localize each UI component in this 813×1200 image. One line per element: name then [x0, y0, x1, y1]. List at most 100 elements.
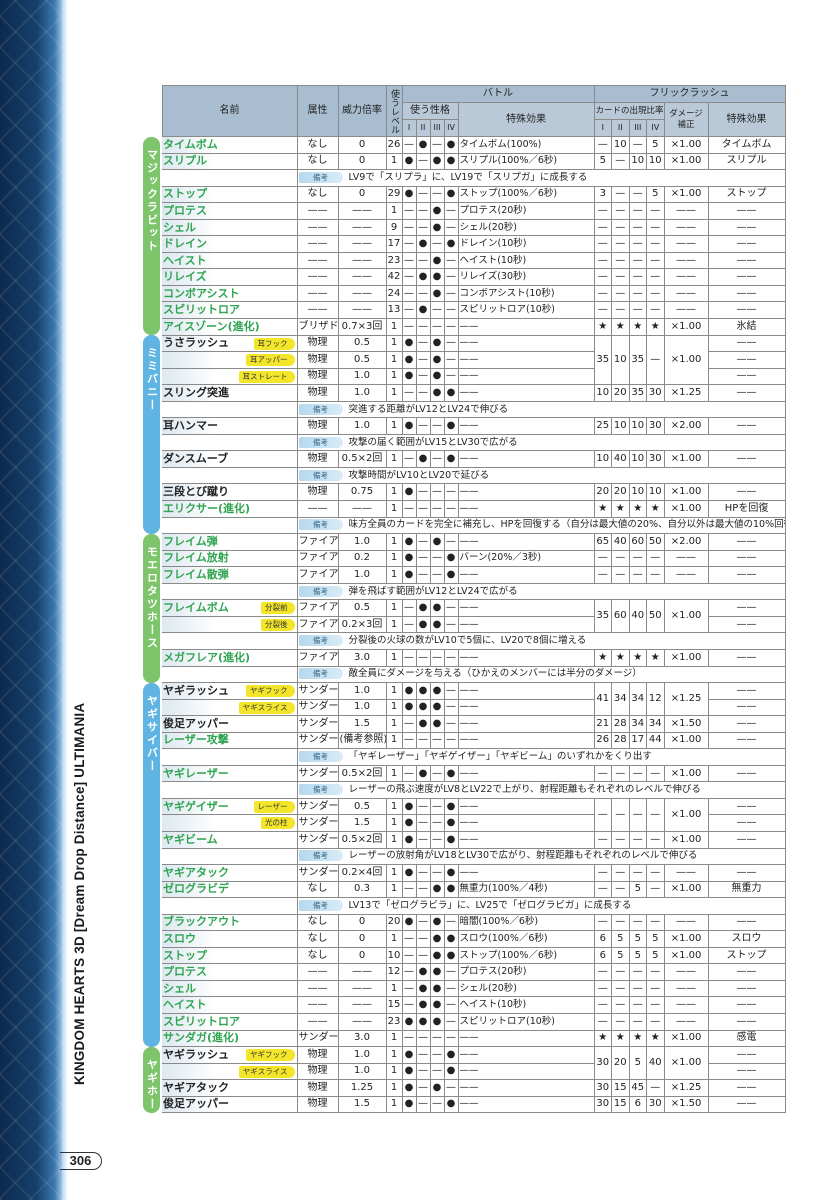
card-ratio-1: ★: [593, 500, 613, 518]
personality-3: —: [429, 1046, 445, 1064]
use-level: 1: [385, 648, 403, 667]
command-name: レーザー攻撃: [162, 731, 298, 750]
card-ratio-4: —: [646, 1012, 665, 1031]
personality-3: ●: [429, 218, 445, 237]
power: 1.25: [337, 1079, 387, 1097]
command-name: ドレイン: [162, 235, 298, 253]
card-ratio-4: —: [646, 1079, 665, 1097]
note-badge: 備考: [298, 403, 343, 415]
personality-3: —: [429, 830, 445, 849]
card-ratio-2: 60: [611, 599, 630, 634]
card-ratio-3: —: [628, 1012, 648, 1031]
power: ——: [337, 202, 387, 220]
battle-effect: ——: [457, 715, 595, 733]
header-personality-4: IV: [443, 119, 459, 137]
flick-effect: ——: [707, 417, 786, 435]
use-level: 1: [385, 152, 403, 171]
use-level: 1: [385, 1046, 403, 1064]
note-row: 備考 味方全員のカードを完全に補充し、HPを回復する（自分は最大値の20%、自分以…: [143, 516, 786, 535]
card-ratio-1: —: [593, 268, 613, 286]
card-ratio-2: ★: [611, 318, 630, 336]
table-row: ストップ なし 0 10— — ● ● ストップ(100%／6秒) 6 5 5 5 ×1.00 ストップ: [143, 946, 786, 965]
header-card-4: IV: [646, 119, 665, 137]
use-level: 42: [385, 268, 403, 286]
battle-effect: ——: [457, 367, 595, 386]
card-ratio-4: 12: [646, 682, 665, 717]
command-name-text: ヘイスト: [163, 998, 207, 1012]
personality-2: ●: [415, 235, 431, 253]
note-badge: 備考: [298, 635, 343, 647]
card-ratio-4: 5: [646, 930, 665, 948]
damage-modifier: ×2.00: [663, 417, 709, 435]
personality-4: ●: [443, 946, 459, 965]
command-name: ヤギゲイザー レーザー: [162, 797, 298, 816]
personality-1: ●: [401, 417, 417, 435]
header-card-ratio: カードの出現比率: [593, 102, 665, 120]
power: 0.5: [337, 797, 387, 816]
card-ratio-3: —: [628, 549, 648, 568]
name-cell-empty: [162, 666, 298, 684]
personality-2: —: [415, 218, 431, 237]
personality-2: ●: [415, 715, 431, 733]
personality-2: —: [415, 351, 431, 369]
damage-modifier: ——: [663, 996, 709, 1014]
personality-4: ●: [443, 185, 459, 204]
card-ratio-2: 34: [611, 682, 630, 717]
card-ratio-4: —: [646, 268, 665, 286]
personality-1: —: [401, 235, 417, 253]
personality-4: ●: [443, 1062, 459, 1081]
table-row: ヤギアタック 物理 1.25 1 ● — ● — —— 30 15 45— ×1.25 ——: [143, 1079, 786, 1097]
table-row: スリプル なし 0 1 ● — ● ● スリプル(100%／6秒) 5—10 10 ×1.00 スリプル: [143, 152, 786, 171]
power: 1.5: [337, 1095, 387, 1114]
battle-effect: ——: [457, 566, 595, 584]
decorative-side-pattern: [0, 0, 62, 1200]
card-ratio-4: 40: [646, 1046, 665, 1081]
personality-2: —: [415, 202, 431, 220]
battle-effect: スロウ(100%／6秒): [457, 930, 595, 948]
command-name-text: ゼログラビデ: [163, 882, 229, 896]
personality-1: —: [401, 715, 417, 733]
card-ratio-1: ★: [593, 318, 613, 336]
attribute: サンダー: [296, 715, 339, 733]
flick-effect: ——: [707, 913, 786, 932]
personality-4: —: [443, 731, 459, 750]
note-text: 突進する距離がLV12とLV24で伸びる: [348, 403, 509, 415]
note-cell: 備考 分裂後の火球の数がLV10で5個に、LV20で8個に増える: [296, 632, 786, 650]
battle-effect: ドレイン(10秒): [457, 235, 595, 253]
personality-1: —: [401, 930, 417, 948]
personality-4: —: [443, 599, 459, 617]
use-level: 1: [385, 814, 403, 832]
card-ratio-2: —: [611, 880, 630, 899]
flick-effect: ——: [707, 384, 786, 402]
personality-4: —: [443, 996, 459, 1014]
variant-tag: ヤギスライス: [238, 701, 295, 714]
personality-3: ●: [429, 284, 445, 303]
personality-3: ●: [429, 367, 445, 386]
use-level: 1: [385, 483, 403, 502]
use-level: 1: [385, 1029, 403, 1048]
command-name: ヤギラッシュ ヤギフック: [162, 682, 298, 700]
personality-3: —: [429, 318, 445, 336]
attribute: 物理: [296, 1079, 339, 1097]
card-ratio-1: —: [593, 913, 613, 932]
command-name-text: 俊足アッパー: [163, 716, 229, 730]
power: ——: [337, 284, 387, 303]
personality-1: —: [401, 1029, 417, 1048]
personality-3: —: [429, 483, 445, 502]
personality-1: —: [401, 318, 417, 336]
use-level: 23: [385, 251, 403, 270]
personality-2: ●: [415, 979, 431, 998]
personality-3: —: [429, 797, 445, 816]
command-name-text: リレイズ: [163, 270, 207, 284]
note-row: 備考 敵全員にダメージを与える（ひかえのメンバーには半分のダメージ）: [143, 665, 786, 684]
command-name-text: タイムボム: [163, 137, 218, 151]
note-row: 備考 レーザーの飛ぶ速度がLV8とLV22で上がり、射程距離もそれぞれのレベルで伸…: [143, 781, 786, 799]
battle-effect: ——: [457, 648, 595, 667]
card-ratio-1: 65: [593, 533, 613, 551]
note-row: 備考 レーザーの放射角がLV18とLV30で広がり、射程距離もそれぞれのレベルで伸…: [143, 847, 786, 866]
table-row: アイスゾーン(進化) ブリザド 0.7×3回 1— — — — —— ★ ★ ★ ★ ×1.00 氷結: [143, 318, 786, 336]
damage-modifier: ×1.50: [663, 1095, 709, 1114]
use-level: 1: [385, 500, 403, 518]
attribute: なし: [296, 185, 339, 204]
personality-1: —: [401, 963, 417, 981]
